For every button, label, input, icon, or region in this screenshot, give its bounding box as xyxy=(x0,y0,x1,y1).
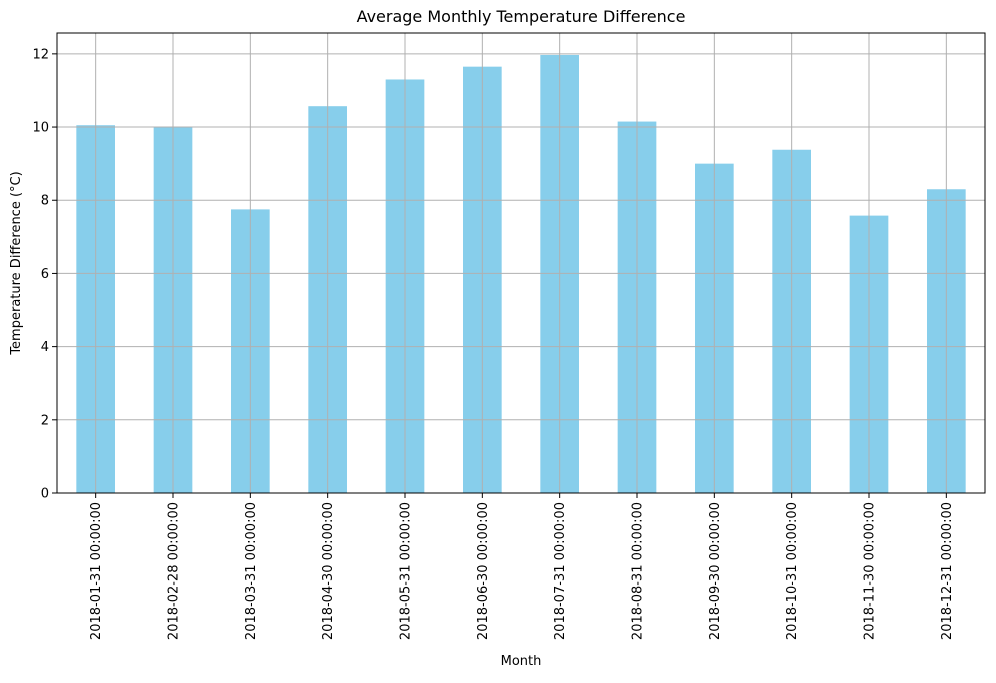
y-tick-label: 10 xyxy=(32,121,49,136)
x-tick-label: 2018-11-30 00:00:00 xyxy=(863,502,878,640)
y-tick-label: 4 xyxy=(41,340,49,355)
y-tick-label: 12 xyxy=(32,47,49,62)
x-axis-label: Month xyxy=(501,654,542,669)
x-tick-label: 2018-07-31 00:00:00 xyxy=(553,502,568,640)
y-tick-label: 6 xyxy=(41,267,49,282)
x-tick-label: 2018-01-31 00:00:00 xyxy=(89,502,104,640)
plot-frame xyxy=(56,32,986,494)
x-tick-label: 2018-04-30 00:00:00 xyxy=(321,502,336,640)
grid-layer xyxy=(57,33,985,494)
bar-layer xyxy=(76,54,966,494)
y-tick-label: 8 xyxy=(41,194,49,209)
x-tick-label: 2018-06-30 00:00:00 xyxy=(476,502,491,640)
x-tick-label: 2018-08-31 00:00:00 xyxy=(631,502,646,640)
x-tick-label: 2018-03-31 00:00:00 xyxy=(244,502,259,640)
x-tick-label: 2018-05-31 00:00:00 xyxy=(399,502,414,640)
x-tick-label: 2018-02-28 00:00:00 xyxy=(167,502,182,640)
x-tick-label: 2018-12-31 00:00:00 xyxy=(940,502,955,640)
x-tick-label: 2018-09-30 00:00:00 xyxy=(708,502,723,640)
x-tick-label: 2018-10-31 00:00:00 xyxy=(785,502,800,640)
y-tick-label: 2 xyxy=(41,413,49,428)
axis-layer: 0 2 4 6 8 10 12 2018-01-31 00:00:00 2018-02-28 0… xyxy=(32,32,986,640)
y-axis-label: Temperature Difference (°C) xyxy=(9,171,24,355)
y-tick-label: 0 xyxy=(41,487,49,502)
chart-title: Average Monthly Temperature Difference xyxy=(357,7,686,26)
